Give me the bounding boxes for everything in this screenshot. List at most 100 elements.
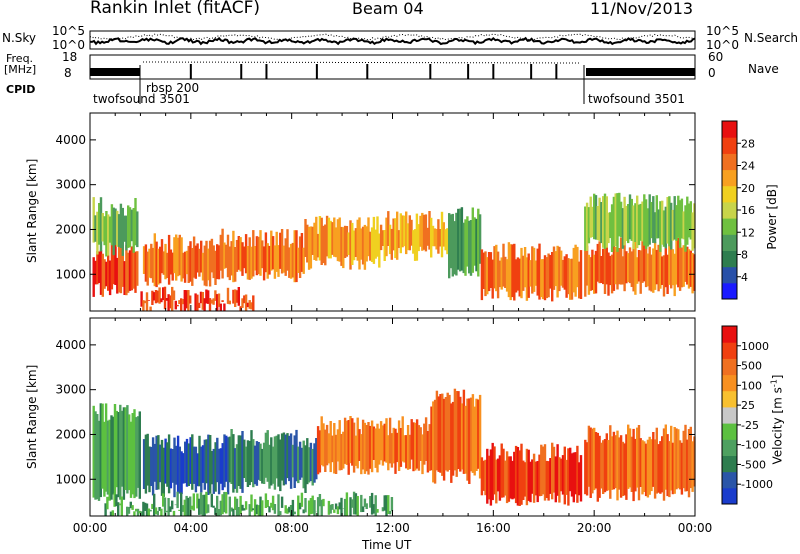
power-data-cell [684,249,687,282]
power-data-cell [313,222,316,260]
power-data-cell [214,290,217,301]
velocity-data-cell [216,437,219,483]
power-data-cell [430,217,433,258]
velocity-data-cell [460,403,464,470]
power-data-cell [255,236,259,276]
freq-tick-marks [189,64,558,79]
power-data-cell [302,247,305,274]
power-data-cell [125,245,128,296]
power-data-cell [614,246,617,285]
velocity-data-cell [570,453,574,497]
velocity-data-cell [502,448,505,498]
velocity-data-cell [432,401,435,483]
velocity-data-cell [351,499,354,508]
velocity-data-cell [250,494,253,512]
power-data-cell [284,238,287,276]
velocity-data-cell [421,434,424,475]
velocity-data-cell [351,418,354,466]
velocity-data-cell [627,424,630,489]
velocity-data-cell [374,428,377,468]
velocity-data-cell [160,439,164,496]
velocity-data-cell [329,421,332,473]
power-data-cell [410,219,413,246]
power-colorbar-tick-label: 4 [741,271,748,284]
power-data-cell [639,250,642,294]
velocity-data-cell [536,461,539,503]
velocity-data-cell [189,437,192,484]
velocity-data-cell [365,425,368,472]
power-colorbar-swatch [722,218,737,235]
power-data-cell [634,238,637,295]
power-panel [92,192,696,311]
velocity-data-cell [534,461,538,496]
velocity-data-cell [151,503,154,509]
velocity-data-cell [576,445,579,503]
power-data-cell [216,244,219,280]
power-data-cell [160,298,163,303]
velocity-data-cell [153,493,156,516]
power-data-cell [446,228,449,255]
power-data-cell [668,196,671,247]
velocity-data-cell [176,491,179,509]
power-data-cell [534,260,538,286]
power-data-cell [327,217,331,259]
freq-panel-frame [89,54,696,80]
velocity-data-cell [603,439,607,493]
power-data-cell [405,211,408,255]
power-data-cell [270,230,273,271]
power-data-cell [610,204,614,252]
power-data-cell [387,211,390,246]
velocity-data-cell [378,428,381,465]
velocity-data-cell [612,431,616,490]
power-data-cell [180,298,183,311]
cpid-segment-3: twofsound 3501 [588,92,685,106]
power-data-cell [280,229,284,274]
power-data-cell [374,229,377,259]
power-data-cell [453,221,456,275]
velocity-data-cell [495,459,498,504]
velocity-data-cell [516,447,520,506]
power-data-cell [536,248,539,296]
power-data-cell [417,224,420,252]
power-data-cell [500,257,503,290]
y-tick-label: 2000 [55,427,86,441]
power-data-cell [246,246,250,280]
power-data-cell [221,300,224,302]
power-data-cell [154,290,158,304]
power-colorbar-tick-label: 24 [741,160,755,173]
velocity-data-cell [304,445,307,493]
power-data-cell [315,216,318,261]
power-data-cell [458,208,462,272]
velocity-data-cell [641,440,644,495]
velocity-data-cell [338,502,341,510]
velocity-data-cell [180,492,183,516]
velocity-data-cell [363,498,367,507]
velocity-data-cell [158,507,161,511]
power-data-cell [217,293,221,307]
velocity-data-cell [106,420,110,495]
velocity-data-cell [210,451,214,485]
power-data-cell [686,196,689,245]
velocity-data-cell [133,511,136,516]
power-data-cell [507,242,511,298]
velocity-data-cell [464,405,467,474]
power-data-cell [127,252,130,293]
power-data-cell [358,217,361,270]
power-data-cell [217,245,221,280]
velocity-data-cell [324,429,327,472]
velocity-data-cell [480,457,484,496]
velocity-data-cell [579,455,583,502]
power-data-cell [591,249,594,291]
power-data-cell [288,247,291,278]
velocity-data-cell [356,417,359,469]
velocity-data-cell [147,508,150,516]
power-data-cell [561,259,565,288]
power-data-cell [664,206,667,249]
power-data-cell [475,218,478,272]
power-data-cell [619,201,623,238]
velocity-data-cell [178,446,181,494]
power-colorbar: 4 8 12 16 20 24 28 [721,120,755,300]
power-colorbar-tick-label: 28 [741,137,755,150]
velocity-colorbar-tick-label: -25 [741,419,759,432]
velocity-data-cell [279,439,282,492]
